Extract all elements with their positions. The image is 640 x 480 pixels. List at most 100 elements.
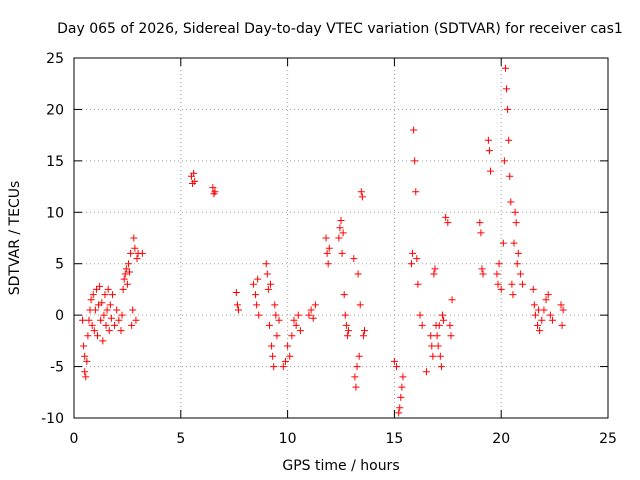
data-point: [448, 296, 456, 304]
data-point: [540, 306, 548, 314]
x-axis-label: GPS time / hours: [282, 458, 399, 474]
data-point: [430, 270, 438, 278]
data-point: [107, 314, 115, 322]
data-point: [416, 311, 424, 319]
x-tick-label: 10: [279, 431, 297, 447]
data-point: [307, 306, 315, 314]
data-point: [133, 255, 141, 263]
data-point: [390, 357, 398, 365]
data-point: [393, 363, 401, 371]
data-point: [209, 184, 217, 192]
data-point: [409, 249, 417, 257]
data-point: [115, 316, 123, 324]
data-point: [478, 265, 486, 273]
data-point: [422, 368, 430, 376]
data-point: [536, 327, 544, 335]
data-point: [514, 249, 522, 257]
data-point: [399, 373, 407, 381]
data-point: [511, 208, 519, 216]
y-tick-label: 25: [46, 51, 64, 67]
data-point: [354, 270, 362, 278]
data-point: [507, 198, 515, 206]
data-point: [102, 321, 110, 329]
data-point: [344, 327, 352, 335]
data-point: [499, 239, 507, 247]
data-point: [82, 373, 90, 381]
data-point: [79, 316, 87, 324]
data-point: [559, 306, 567, 314]
data-point: [279, 363, 287, 371]
data-point: [516, 270, 524, 278]
data-point: [270, 363, 278, 371]
data-point: [436, 352, 444, 360]
data-point: [269, 352, 277, 360]
x-tick-label: 5: [176, 431, 185, 447]
data-point: [497, 285, 505, 293]
data-point: [356, 301, 364, 309]
data-point: [505, 136, 513, 144]
x-tick-label: 20: [492, 431, 510, 447]
y-axis-label: SDTVAR / TECUs: [7, 181, 23, 296]
data-point: [284, 342, 292, 350]
data-point: [542, 296, 550, 304]
data-point: [485, 147, 493, 155]
y-tick-label: -5: [50, 360, 64, 376]
y-tick-label: 10: [46, 205, 64, 221]
data-point: [275, 316, 283, 324]
data-point: [437, 363, 445, 371]
data-point: [503, 85, 511, 93]
y-axis: -10 -5 0 5 10 15 20 25: [41, 51, 608, 427]
data-point: [249, 280, 257, 288]
data-point: [440, 316, 448, 324]
data-point: [98, 299, 106, 307]
data-point: [442, 213, 450, 221]
data-point: [124, 260, 132, 268]
data-point: [123, 280, 131, 288]
data-point: [262, 260, 270, 268]
data-point: [108, 291, 116, 299]
data-point: [81, 352, 89, 360]
data-point: [431, 265, 439, 273]
data-point: [493, 270, 501, 278]
data-point: [255, 311, 263, 319]
data-point: [339, 229, 347, 237]
data-point: [538, 316, 546, 324]
y-tick-label: 15: [46, 154, 64, 170]
data-point: [494, 280, 502, 288]
data-point: [558, 321, 566, 329]
data-point: [337, 217, 345, 225]
data-point: [138, 249, 146, 257]
data-point: [544, 291, 552, 299]
data-point: [88, 321, 96, 329]
data-point: [120, 275, 128, 283]
data-point: [85, 316, 93, 324]
data-point: [126, 268, 134, 276]
data-point: [509, 291, 517, 299]
data-point: [360, 327, 368, 335]
data-point: [395, 409, 403, 417]
data-point: [396, 404, 404, 412]
data-point: [444, 219, 452, 227]
data-points: [79, 64, 567, 417]
y-tick-label: 0: [55, 308, 64, 324]
data-point: [272, 311, 280, 319]
data-point: [495, 260, 503, 268]
data-point: [91, 306, 99, 314]
data-point: [355, 352, 363, 360]
data-point: [93, 332, 101, 340]
data-point: [267, 280, 275, 288]
data-point: [411, 157, 419, 165]
data-point: [84, 332, 92, 340]
data-point: [131, 244, 139, 252]
data-point: [111, 321, 119, 329]
data-point: [234, 306, 242, 314]
data-point: [290, 316, 298, 324]
data-point: [359, 332, 367, 340]
data-point: [340, 291, 348, 299]
data-point: [357, 188, 365, 196]
data-point: [80, 342, 88, 350]
x-tick-label: 25: [599, 431, 617, 447]
data-point: [106, 301, 114, 309]
data-point: [418, 321, 426, 329]
